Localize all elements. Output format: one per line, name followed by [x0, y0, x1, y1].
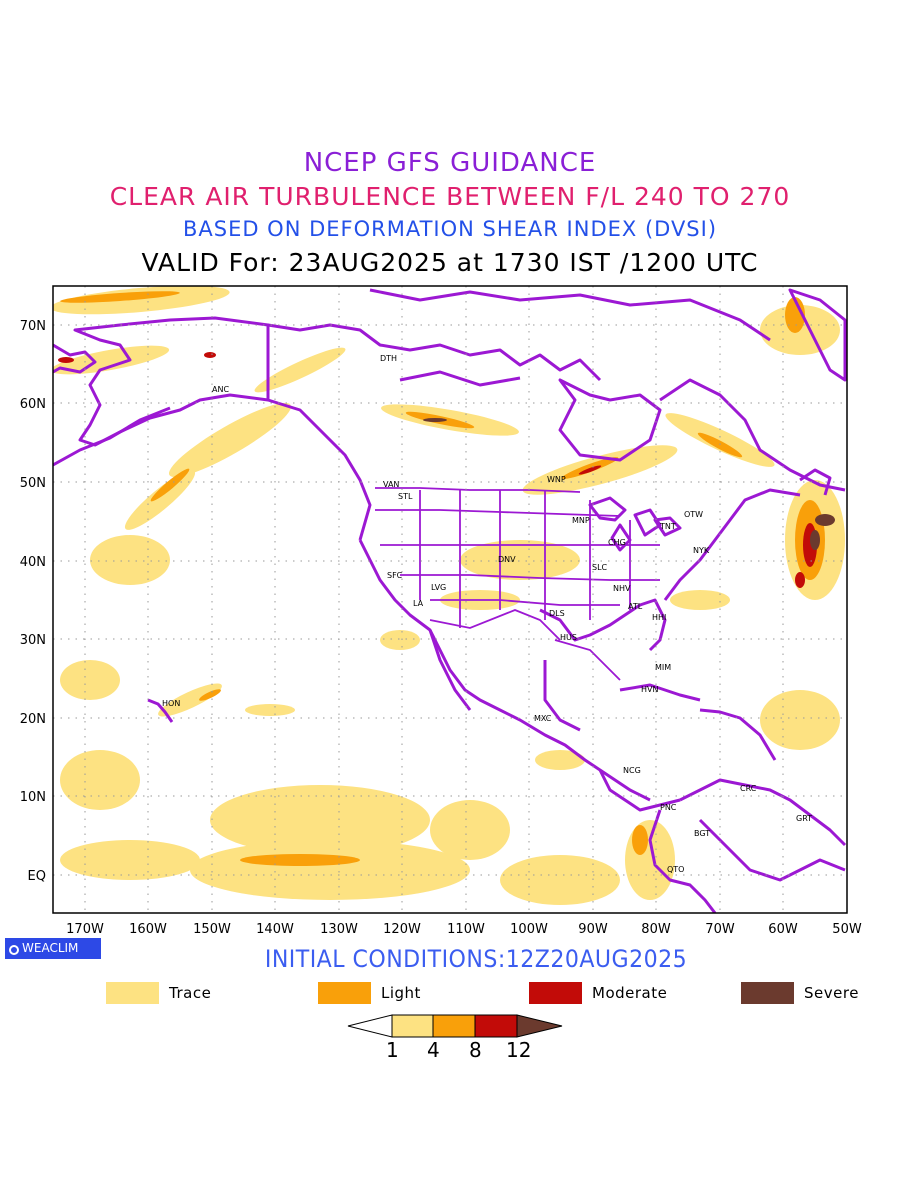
x-tick-label: 100W — [510, 922, 548, 937]
y-tick-label: 10N — [20, 790, 46, 805]
legend-label: Trace — [169, 984, 212, 1002]
station-labels: ANC DTH VAN STL WNP MNP OTW TNT CHG NYK DNV SFC LVG S… — [162, 354, 812, 874]
station-label: NCG — [623, 766, 641, 775]
station-label: DLS — [549, 609, 565, 618]
station-label: HUS — [560, 633, 577, 642]
station-label: PNC — [660, 803, 677, 812]
circle-logo-icon — [9, 945, 19, 955]
station-label: LA — [413, 599, 424, 608]
station-label: MNP — [572, 516, 590, 525]
legend-label: Light — [381, 984, 421, 1002]
coastlines — [53, 288, 847, 913]
x-tick-label: 120W — [383, 922, 421, 937]
x-tick-label: 50W — [832, 922, 862, 937]
colorbar-trace-box — [391, 1014, 434, 1038]
station-label: CHG — [608, 538, 626, 547]
x-tick-label: 170W — [66, 922, 104, 937]
legend-label: Severe — [804, 984, 859, 1002]
legend-swatch — [741, 982, 794, 1004]
y-tick-label: 30N — [20, 633, 46, 648]
station-label: TNT — [659, 522, 676, 531]
station-label: DTH — [380, 354, 397, 363]
colorbar-tick: 4 — [427, 1038, 440, 1062]
station-label: STL — [398, 492, 413, 501]
legend-swatch — [318, 982, 371, 1004]
x-tick-label: 150W — [193, 922, 231, 937]
station-label: HHI — [652, 613, 666, 622]
station-label: ANC — [212, 385, 229, 394]
x-tick-label: 140W — [256, 922, 294, 937]
initial-conditions: INITIAL CONDITIONS:12Z20AUG2025 — [264, 945, 688, 973]
colorbar-tick: 12 — [506, 1038, 532, 1062]
x-tick-label: 80W — [641, 922, 671, 937]
x-tick-label: 160W — [129, 922, 167, 937]
map-frame — [52, 285, 848, 914]
colorbar-low-arrow — [347, 1014, 393, 1038]
colorbar-light-box — [432, 1014, 476, 1038]
title-product: NCEP GFS GUIDANCE — [303, 148, 597, 178]
station-label: NHV — [613, 584, 631, 593]
colorbar — [347, 1014, 563, 1038]
legend-label: Moderate — [592, 984, 668, 1002]
station-label: WNP — [547, 475, 566, 484]
station-label: QTO — [667, 865, 684, 874]
y-tick-label: 20N — [20, 712, 46, 727]
x-tick-label: 90W — [578, 922, 608, 937]
station-label: ATL — [628, 602, 643, 611]
station-label: MIM — [655, 663, 671, 672]
station-label: HON — [162, 699, 180, 708]
title-method: BASED ON DEFORMATION SHEAR INDEX (DVSI) — [182, 217, 718, 241]
station-label: CRC — [740, 784, 757, 793]
y-tick-label: 50N — [20, 476, 46, 491]
x-axis-ticks: 170W 160W 150W 140W 130W 120W 110W 100W 90W 80W 70… — [66, 922, 862, 937]
severe-areas — [423, 418, 835, 550]
station-label: OTW — [684, 510, 703, 519]
station-label: HVN — [641, 685, 658, 694]
weaclim-badge: WEACLIM — [5, 938, 101, 959]
station-label: SLC — [592, 563, 608, 572]
state-borders — [375, 487, 660, 681]
x-tick-label: 60W — [768, 922, 798, 937]
colorbar-tick: 1 — [386, 1038, 399, 1062]
trace-areas — [53, 286, 845, 905]
station-label: NYK — [693, 546, 710, 555]
x-tick-label: 130W — [320, 922, 358, 937]
station-label: SFC — [387, 571, 403, 580]
y-tick-label: 70N — [20, 319, 46, 334]
colorbar-moderate-box — [474, 1014, 518, 1038]
colorbar-high-arrow — [516, 1014, 563, 1038]
x-tick-label: 70W — [705, 922, 735, 937]
title-parameter: CLEAR AIR TURBULENCE BETWEEN F/L 240 TO … — [109, 182, 791, 211]
badge-text: WEACLIM — [22, 941, 79, 955]
station-label: DNV — [498, 555, 516, 564]
light-areas — [60, 291, 825, 866]
y-tick-label: EQ — [28, 869, 46, 884]
x-tick-label: 110W — [447, 922, 485, 937]
colorbar-tick: 8 — [469, 1038, 482, 1062]
legend-swatch — [529, 982, 582, 1004]
y-tick-label: 40N — [20, 555, 46, 570]
station-label: GRT — [796, 814, 812, 823]
station-label: MXC — [534, 714, 552, 723]
y-axis-ticks: 70N 60N 50N 40N 30N 20N 10N EQ — [20, 319, 46, 884]
legend-swatch — [106, 982, 159, 1004]
station-label: LVG — [431, 583, 446, 592]
station-label: BGT — [694, 829, 710, 838]
map-area: ANC DTH VAN STL WNP MNP OTW TNT CHG NYK DNV SFC LVG S… — [53, 286, 847, 913]
station-label: VAN — [383, 480, 399, 489]
y-tick-label: 60N — [20, 397, 46, 412]
title-valid-time: VALID For: 23AUG2025 at 1730 IST /1200 U… — [141, 248, 759, 277]
